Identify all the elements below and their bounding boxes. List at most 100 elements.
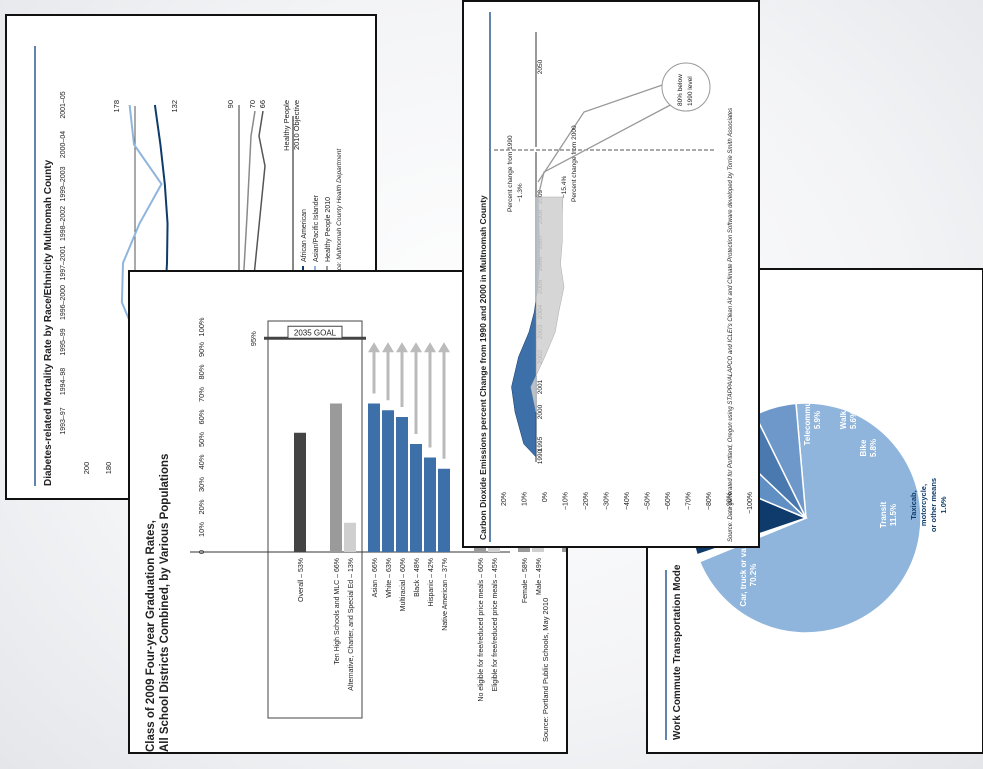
- goal-arrow-head: [424, 342, 436, 353]
- slice-value: 5.8%: [869, 439, 878, 457]
- percent-tick-label: 0: [197, 550, 206, 554]
- bar-category-label: Black – 48%: [414, 558, 421, 597]
- bar-category-label: Ten High Schools and MLC – 66%: [334, 558, 341, 665]
- percent-tick-label: 40%: [197, 454, 206, 469]
- series-value-1990: −1.3%: [517, 183, 524, 202]
- year-tick-label: 2001: [537, 379, 544, 394]
- x-tick-label: 1997–2001: [60, 245, 67, 280]
- percent-tick-label: 0%: [542, 492, 549, 502]
- chart-title: Class of 2009 Four-year Graduation Rates…: [145, 520, 157, 752]
- chart-subtitle: All School Districts Combined, by Variou…: [159, 454, 171, 752]
- bar: [410, 444, 422, 552]
- bar-category-label: Female – 58%: [522, 558, 529, 603]
- target-annotation: 1990 level: [687, 76, 694, 106]
- chart-source: Source: Multnomah County Health Departme…: [336, 148, 343, 284]
- legend-label: Asian/Pacific Islander: [313, 194, 320, 262]
- percent-tick-label: −40%: [624, 492, 631, 510]
- goal-arrow-head: [410, 342, 422, 353]
- bar-category-label: White – 63%: [386, 558, 393, 598]
- y-axis-label: Rate per 100,000: [104, 498, 113, 500]
- percent-tick-label: −100%: [747, 492, 754, 514]
- year-tick-label: 2000: [537, 404, 544, 419]
- percent-tick-label: 20%: [197, 499, 206, 514]
- percent-tick-label: −10%: [563, 492, 570, 510]
- bar: [382, 410, 394, 552]
- x-tick-label: 2000–04: [60, 131, 67, 158]
- slice-value: 5.6%: [849, 411, 858, 429]
- series-end-label: 66: [258, 100, 267, 108]
- series-end-label: 132: [170, 100, 179, 113]
- projection-line: [537, 81, 672, 183]
- bar: [424, 457, 436, 552]
- series-label-1990: Percent change from 1990: [507, 135, 514, 212]
- chart-source: Source: Data generated for Portland, Ore…: [728, 108, 734, 542]
- slice-value: 1.0%: [939, 496, 948, 513]
- series-line: [252, 110, 266, 287]
- x-tick-label: 2001–05: [60, 91, 67, 118]
- percent-tick-label: −80%: [706, 492, 713, 510]
- percent-tick-label: 10%: [197, 522, 206, 537]
- area-series-2000: [530, 196, 565, 413]
- series-value-2000: −15.4%: [561, 176, 568, 198]
- bar: [396, 417, 408, 552]
- percent-tick-label: 20%: [501, 492, 508, 506]
- bar-category-label: Alternative, Charter, and Special Ed – 1…: [348, 558, 355, 691]
- x-tick-label: 1996–2000: [60, 285, 67, 320]
- slice-value: 11.5%: [889, 504, 898, 526]
- year-tick-label: 1995: [537, 436, 544, 451]
- bar-category-label: Multiracial – 60%: [400, 558, 407, 611]
- goal-label-box: [287, 325, 343, 339]
- slice-label: Walk: [839, 410, 848, 429]
- chart-source: Source: Portland Public Schools, May 201…: [541, 598, 550, 742]
- objective-label: 2010 Objective: [292, 100, 301, 150]
- co2-chart-card: Carbon Dioxide Emissions percent Change …: [462, 0, 760, 548]
- co2-chart: Carbon Dioxide Emissions percent Change …: [478, 12, 754, 542]
- percent-tick-label: −50%: [645, 492, 652, 510]
- slice-label: Transit: [879, 502, 888, 529]
- slice-label: Bike: [859, 439, 868, 456]
- y-tick-label: 200: [82, 462, 91, 475]
- series-line: [242, 110, 256, 287]
- x-tick-label: 1994–98: [60, 368, 67, 395]
- bar-category-label: English Speaking – 57%: [566, 558, 568, 634]
- percent-tick-label: −60%: [665, 492, 672, 510]
- percent-tick-label: −70%: [686, 492, 693, 510]
- series-end-label: 90: [226, 100, 235, 108]
- chart-title: Work Commute Transportation Mode: [672, 564, 683, 740]
- goal-arrow-head: [396, 342, 408, 353]
- goal-arrow-head: [368, 342, 380, 353]
- percent-tick-label: 60%: [197, 409, 206, 424]
- bar-category-label: Overall – 53%: [298, 558, 305, 602]
- percent-tick-label: 90%: [197, 342, 206, 357]
- bar: [294, 432, 306, 552]
- chart-title: Diabetes-related Mortality Rate by Race/…: [43, 159, 54, 486]
- legend-label: Healthy People 2010: [325, 197, 332, 262]
- x-tick-label: 1998–2002: [60, 206, 67, 241]
- slice-value: 70.2%: [749, 564, 758, 587]
- x-tick-label: 1999–2003: [60, 166, 67, 201]
- slice-label: Car, truck or van: [739, 543, 748, 606]
- goal-highlight-box: [267, 320, 363, 719]
- x-tick-label: 1995–99: [60, 328, 67, 355]
- percent-tick-label: 10%: [522, 492, 529, 506]
- goal-label: 2035 GOAL: [294, 328, 337, 337]
- bar-category-label: Male – 49%: [536, 558, 543, 595]
- bar: [438, 468, 450, 552]
- bar: [344, 522, 356, 552]
- series-end-label: 70: [248, 100, 257, 108]
- year-tick-label: 2050: [537, 59, 544, 74]
- bar-category-label: Eligible for free/reduced price meals – …: [492, 558, 499, 691]
- target-annotation: 80% below: [677, 74, 684, 106]
- percent-tick-label: 80%: [197, 364, 206, 379]
- chart-title: Carbon Dioxide Emissions percent Change …: [478, 195, 488, 540]
- percent-tick-label: 70%: [197, 387, 206, 402]
- slice-label: Taxicab,: [909, 490, 918, 519]
- percent-tick-label: 50%: [197, 432, 206, 447]
- series-label-2000: Percent change from 2000: [571, 125, 578, 202]
- legend-label: African American: [301, 209, 308, 262]
- goal-arrow-head: [438, 342, 450, 353]
- bar-category-label: Asian – 66%: [372, 558, 379, 597]
- percent-tick-label: −30%: [604, 492, 611, 510]
- bar-category-label: No eligible for free/reduced price meals…: [478, 558, 485, 702]
- mortality-chart: Diabetes-related Mortality Rate by Race/…: [34, 46, 343, 500]
